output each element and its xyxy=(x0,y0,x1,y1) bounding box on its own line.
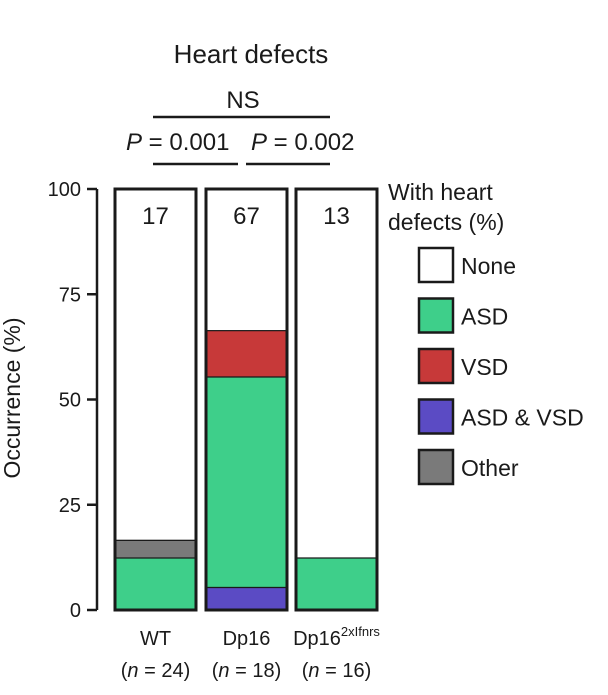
bar-segment xyxy=(115,189,196,540)
legend-swatch xyxy=(417,297,455,334)
legend: None ASD VSD ASD & VSD Other xyxy=(417,246,584,486)
bar-segment xyxy=(115,539,196,558)
bar-segment xyxy=(206,586,287,610)
category-n-label: (n = 24) xyxy=(121,660,191,682)
legend-item: Other xyxy=(417,448,519,486)
comparison-right: P = 0.002 xyxy=(251,129,354,156)
y-tick-label: 75 xyxy=(59,284,81,306)
legend-swatch xyxy=(417,448,455,486)
category-labels: WT (n = 24) Dp16 (n = 18) Dp162xIfnrs (n = 16… xyxy=(121,624,381,682)
y-tick-label: 50 xyxy=(59,390,81,412)
defect-percent-label: 67 xyxy=(233,203,260,230)
defect-percent-label: 13 xyxy=(323,203,350,230)
category-label: Dp16 xyxy=(223,628,271,650)
legend-item: ASD xyxy=(417,297,508,334)
category-n-label: (n = 16) xyxy=(302,660,372,682)
legend-item: ASD & VSD xyxy=(417,398,584,435)
legend-swatch xyxy=(417,246,455,284)
bar-segment xyxy=(206,189,287,331)
legend-title-line1: With heart xyxy=(388,179,493,205)
comparison-ns: NS xyxy=(226,87,259,114)
chart-title: Heart defects xyxy=(174,39,329,69)
bar-outline xyxy=(294,187,379,612)
y-axis-label: Occurrence (%) xyxy=(0,317,25,478)
legend-item: VSD xyxy=(417,347,508,385)
y-tick-label: 100 xyxy=(48,179,81,201)
bar-segment xyxy=(115,557,196,610)
bars: 17 67 13 xyxy=(113,187,379,612)
bar-segment xyxy=(206,376,287,587)
legend-label: ASD xyxy=(461,304,508,330)
bar-segment xyxy=(296,189,377,558)
defect-percent-label: 17 xyxy=(142,203,169,230)
legend-swatch xyxy=(417,398,455,435)
legend-item: None xyxy=(417,246,516,284)
y-tick-label: 25 xyxy=(59,495,81,517)
legend-label: Other xyxy=(461,455,519,481)
legend-swatch xyxy=(417,347,455,385)
bar-group: 17 xyxy=(113,187,198,612)
category-n-label: (n = 18) xyxy=(212,660,282,682)
legend-label: VSD xyxy=(461,354,508,380)
y-axis: 0 25 50 75 100 xyxy=(48,179,99,622)
bar-group: 67 xyxy=(204,187,289,612)
bar-group: 13 xyxy=(294,187,379,612)
bar-segment xyxy=(296,557,377,610)
legend-label: None xyxy=(461,253,516,279)
category-label: Dp162xIfnrs xyxy=(293,624,380,650)
comparison-left: P = 0.001 xyxy=(126,129,229,156)
bar-outline xyxy=(204,187,289,612)
category-label: WT xyxy=(140,628,171,650)
y-tick-label: 0 xyxy=(70,600,81,622)
legend-title-line2: defects (%) xyxy=(388,209,504,235)
bar-segment xyxy=(206,330,287,377)
legend-label: ASD & VSD xyxy=(461,405,584,431)
bar-outline xyxy=(113,187,198,612)
